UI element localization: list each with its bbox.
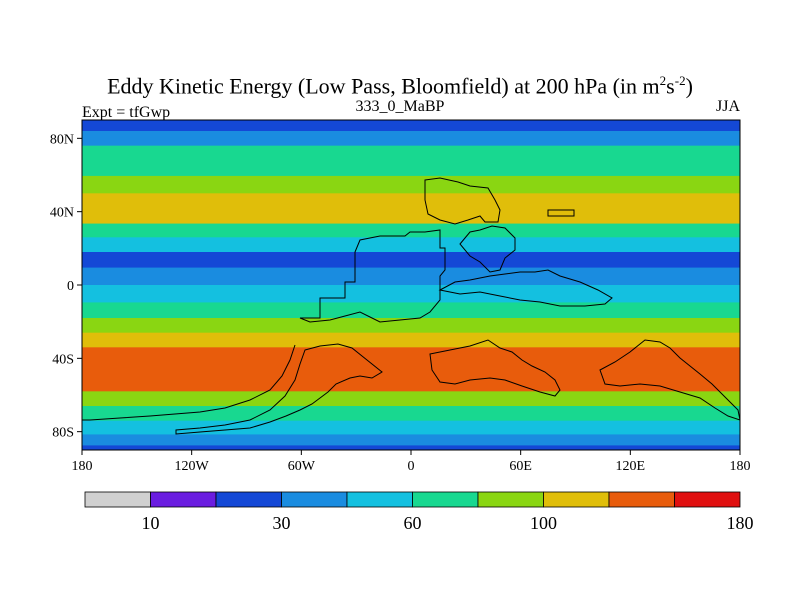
colorbar-swatch — [477, 491, 544, 508]
continent-outline-north-america — [299, 229, 446, 323]
colorbar-swatch — [215, 491, 282, 508]
eke-band — [82, 223, 740, 238]
title-superscript-1: 2 — [659, 73, 667, 88]
continent-outline-tibet — [547, 209, 575, 217]
eke-band — [82, 252, 740, 269]
eke-band — [82, 193, 740, 211]
colorbar-swatch — [281, 491, 348, 508]
eke-band — [82, 434, 740, 446]
eke-band — [82, 362, 740, 378]
x-tick-label: 180 — [72, 459, 93, 474]
eke-band — [82, 347, 740, 363]
x-tick-label: 60W — [288, 459, 316, 474]
continent-outline-greenland — [424, 177, 501, 225]
eke-band — [82, 318, 740, 334]
y-tick-label: 0 — [67, 279, 74, 294]
colorbar-swatch — [674, 491, 741, 508]
colorbar-swatch — [84, 491, 151, 508]
x-tick-label: 0 — [408, 459, 415, 474]
colorbar-swatch — [543, 491, 610, 508]
eke-band — [82, 209, 740, 225]
y-tick-label: 80N — [50, 132, 74, 147]
title-mid: s — [666, 73, 675, 99]
y-tick-label: 40N — [50, 206, 74, 221]
eke-band — [82, 420, 740, 435]
eke-band — [82, 391, 740, 407]
colorbar: 10 30 60 100 180 — [84, 491, 754, 533]
colorbar-label: 10 — [142, 513, 160, 533]
eke-band — [82, 285, 740, 303]
eke-band — [82, 302, 740, 319]
x-tick-label: 60E — [509, 459, 532, 474]
colorbar-label: 60 — [404, 513, 422, 533]
colorbar-label: 30 — [273, 513, 291, 533]
eke-band — [82, 406, 740, 422]
plot-title: Eddy Kinetic Energy (Low Pass, Bloomfiel… — [0, 68, 800, 99]
colorbar-swatch — [150, 491, 217, 508]
case-label: 333_0_MaBP — [355, 98, 445, 115]
eke-band — [82, 332, 740, 348]
continent-outline-europe — [459, 225, 516, 273]
eke-field — [82, 120, 740, 450]
eke-band — [82, 145, 740, 161]
continent-outline-africa — [438, 269, 613, 307]
eke-band — [82, 160, 740, 177]
season-label: JJA — [715, 98, 740, 115]
title-main: Eddy Kinetic Energy (Low Pass, Bloomfiel… — [107, 73, 660, 99]
title-superscript-2: -2 — [674, 73, 686, 88]
eke-band — [82, 175, 740, 194]
title-end: ) — [685, 73, 693, 99]
continent-outline-australia — [599, 339, 740, 421]
continent-outline-south-america — [175, 343, 383, 435]
continent-outlines — [82, 177, 740, 435]
eke-band — [82, 237, 740, 253]
axis-ticks: 180 120W 60W 0 60E 120E 180 80N 40N 0 40S 80S — [50, 132, 751, 474]
eke-band — [82, 445, 740, 450]
experiment-label: Expt = tfGwp — [82, 104, 171, 121]
eke-band — [82, 376, 740, 392]
colorbar-swatch — [412, 491, 479, 508]
colorbar-label: 100 — [530, 513, 557, 533]
x-tick-label: 180 — [730, 459, 751, 474]
eke-band — [82, 267, 740, 286]
continent-outline-south-america-2 — [82, 344, 296, 421]
colorbar-swatch — [608, 491, 675, 508]
eke-band — [82, 131, 740, 147]
y-tick-label: 80S — [52, 426, 74, 441]
y-tick-label: 40S — [52, 352, 74, 367]
x-tick-label: 120E — [616, 459, 646, 474]
x-tick-label: 120W — [175, 459, 210, 474]
colorbar-swatch — [346, 491, 413, 508]
continent-outline-southern-africa — [429, 339, 561, 397]
colorbar-label: 180 — [727, 513, 754, 533]
eke-band — [82, 120, 740, 132]
